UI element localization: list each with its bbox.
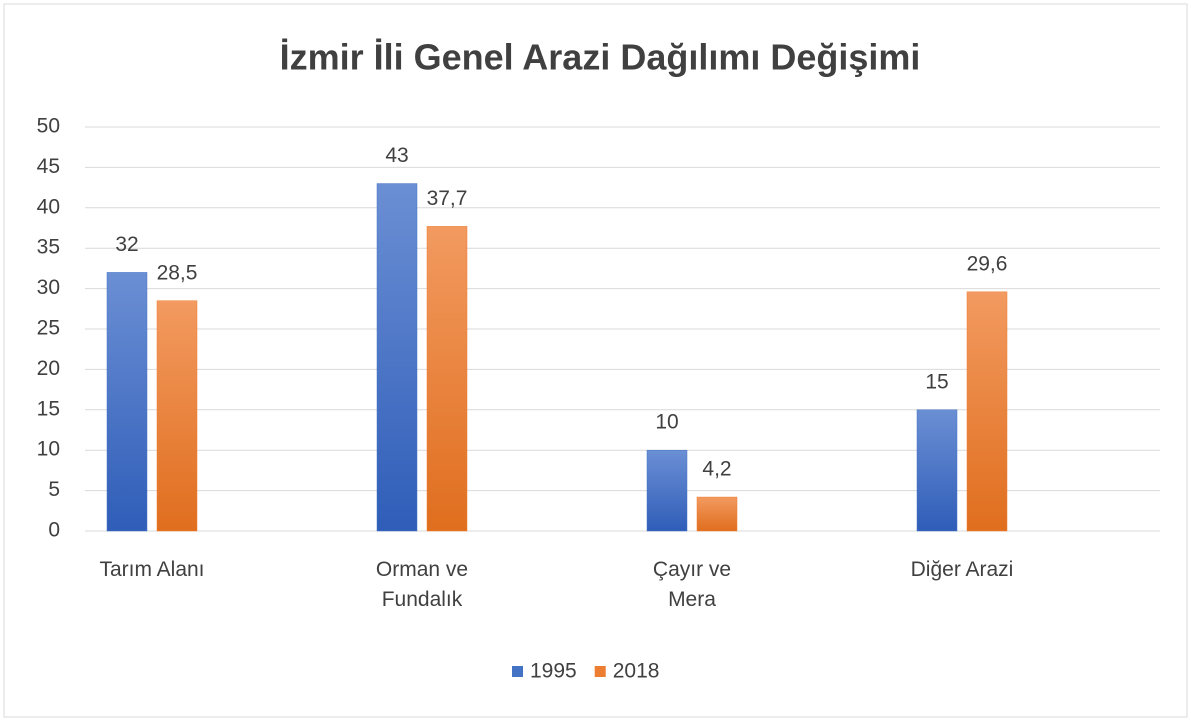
data-label: 4,2 <box>702 458 731 481</box>
x-tick-label: Orman ve Fundalık <box>375 558 469 611</box>
data-label: 37,7 <box>427 187 468 210</box>
y-tick-label: 10 <box>37 438 60 461</box>
data-label: 15 <box>925 370 948 393</box>
bar <box>106 272 148 532</box>
y-tick-label: 25 <box>37 317 60 340</box>
bar <box>966 291 1008 532</box>
bar <box>426 226 468 532</box>
legend-swatch <box>594 666 606 677</box>
bar <box>376 183 418 532</box>
legend-swatch <box>512 666 523 677</box>
x-tick-label: Diğer Arazi <box>910 558 1014 581</box>
bar <box>156 300 198 532</box>
bar <box>646 449 688 532</box>
data-label: 32 <box>115 233 138 256</box>
y-tick-label: 45 <box>37 155 60 178</box>
y-tick-label: 5 <box>48 478 60 501</box>
y-tick-label: 0 <box>48 519 60 542</box>
legend-label: 2018 <box>613 660 660 683</box>
bar <box>916 409 958 532</box>
x-tick-label: Çayır ve Mera <box>652 558 732 611</box>
data-label: 29,6 <box>967 252 1008 275</box>
y-tick-label: 50 <box>37 115 60 138</box>
data-label: 28,5 <box>157 261 198 284</box>
x-tick-label: Tarım Alanı <box>99 558 205 581</box>
data-label: 43 <box>385 144 408 167</box>
y-tick-label: 30 <box>37 276 60 299</box>
chart-title: İzmir İli Genel Arazi Dağılımı Değişimi <box>280 37 921 78</box>
bar <box>696 496 738 532</box>
y-tick-label: 20 <box>37 357 60 380</box>
data-label: 10 <box>655 411 678 434</box>
y-tick-label: 35 <box>37 236 60 259</box>
y-tick-label: 40 <box>37 195 60 218</box>
y-tick-label: 15 <box>37 397 60 420</box>
legend-label: 1995 <box>530 660 577 683</box>
